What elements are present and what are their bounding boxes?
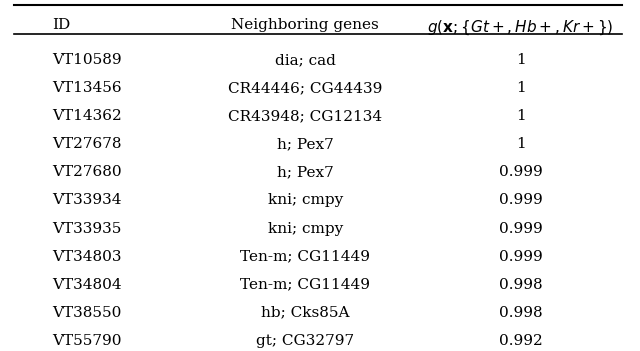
Text: dia; cad: dia; cad <box>275 53 336 67</box>
Text: kni; cmpy: kni; cmpy <box>268 221 343 236</box>
Text: h; Pex7: h; Pex7 <box>277 138 333 151</box>
Text: 1: 1 <box>516 110 525 124</box>
Text: VT34804: VT34804 <box>52 278 122 292</box>
Text: 0.999: 0.999 <box>499 165 543 179</box>
Text: gt; CG32797: gt; CG32797 <box>256 333 355 347</box>
Text: kni; cmpy: kni; cmpy <box>268 193 343 207</box>
Text: 0.998: 0.998 <box>499 306 543 319</box>
Text: VT10589: VT10589 <box>52 53 122 67</box>
Text: 0.999: 0.999 <box>499 193 543 207</box>
Text: 1: 1 <box>516 81 525 95</box>
Text: VT13456: VT13456 <box>52 81 122 95</box>
Text: VT33935: VT33935 <box>52 221 122 236</box>
Text: CR44446; CG44439: CR44446; CG44439 <box>228 81 383 95</box>
Text: VT34803: VT34803 <box>52 250 122 264</box>
Text: VT33934: VT33934 <box>52 193 122 207</box>
Text: VT14362: VT14362 <box>52 110 122 124</box>
Text: CR43948; CG12134: CR43948; CG12134 <box>228 110 382 124</box>
Text: Ten-m; CG11449: Ten-m; CG11449 <box>241 250 371 264</box>
Text: 0.992: 0.992 <box>499 333 543 347</box>
Text: 0.998: 0.998 <box>499 278 543 292</box>
Text: hb; Cks85A: hb; Cks85A <box>261 306 349 319</box>
Text: Neighboring genes: Neighboring genes <box>232 19 380 33</box>
Text: ID: ID <box>52 19 70 33</box>
Text: VT27678: VT27678 <box>52 138 122 151</box>
Text: VT38550: VT38550 <box>52 306 122 319</box>
Text: 0.999: 0.999 <box>499 250 543 264</box>
Text: VT27680: VT27680 <box>52 165 122 179</box>
Text: 1: 1 <box>516 138 525 151</box>
Text: VT55790: VT55790 <box>52 333 122 347</box>
Text: 0.999: 0.999 <box>499 221 543 236</box>
Text: $g(\mathbf{x};\{Gt+, Hb+, Kr+\})$: $g(\mathbf{x};\{Gt+, Hb+, Kr+\})$ <box>428 19 614 37</box>
Text: h; Pex7: h; Pex7 <box>277 165 333 179</box>
Text: Ten-m; CG11449: Ten-m; CG11449 <box>241 278 371 292</box>
Text: 1: 1 <box>516 53 525 67</box>
